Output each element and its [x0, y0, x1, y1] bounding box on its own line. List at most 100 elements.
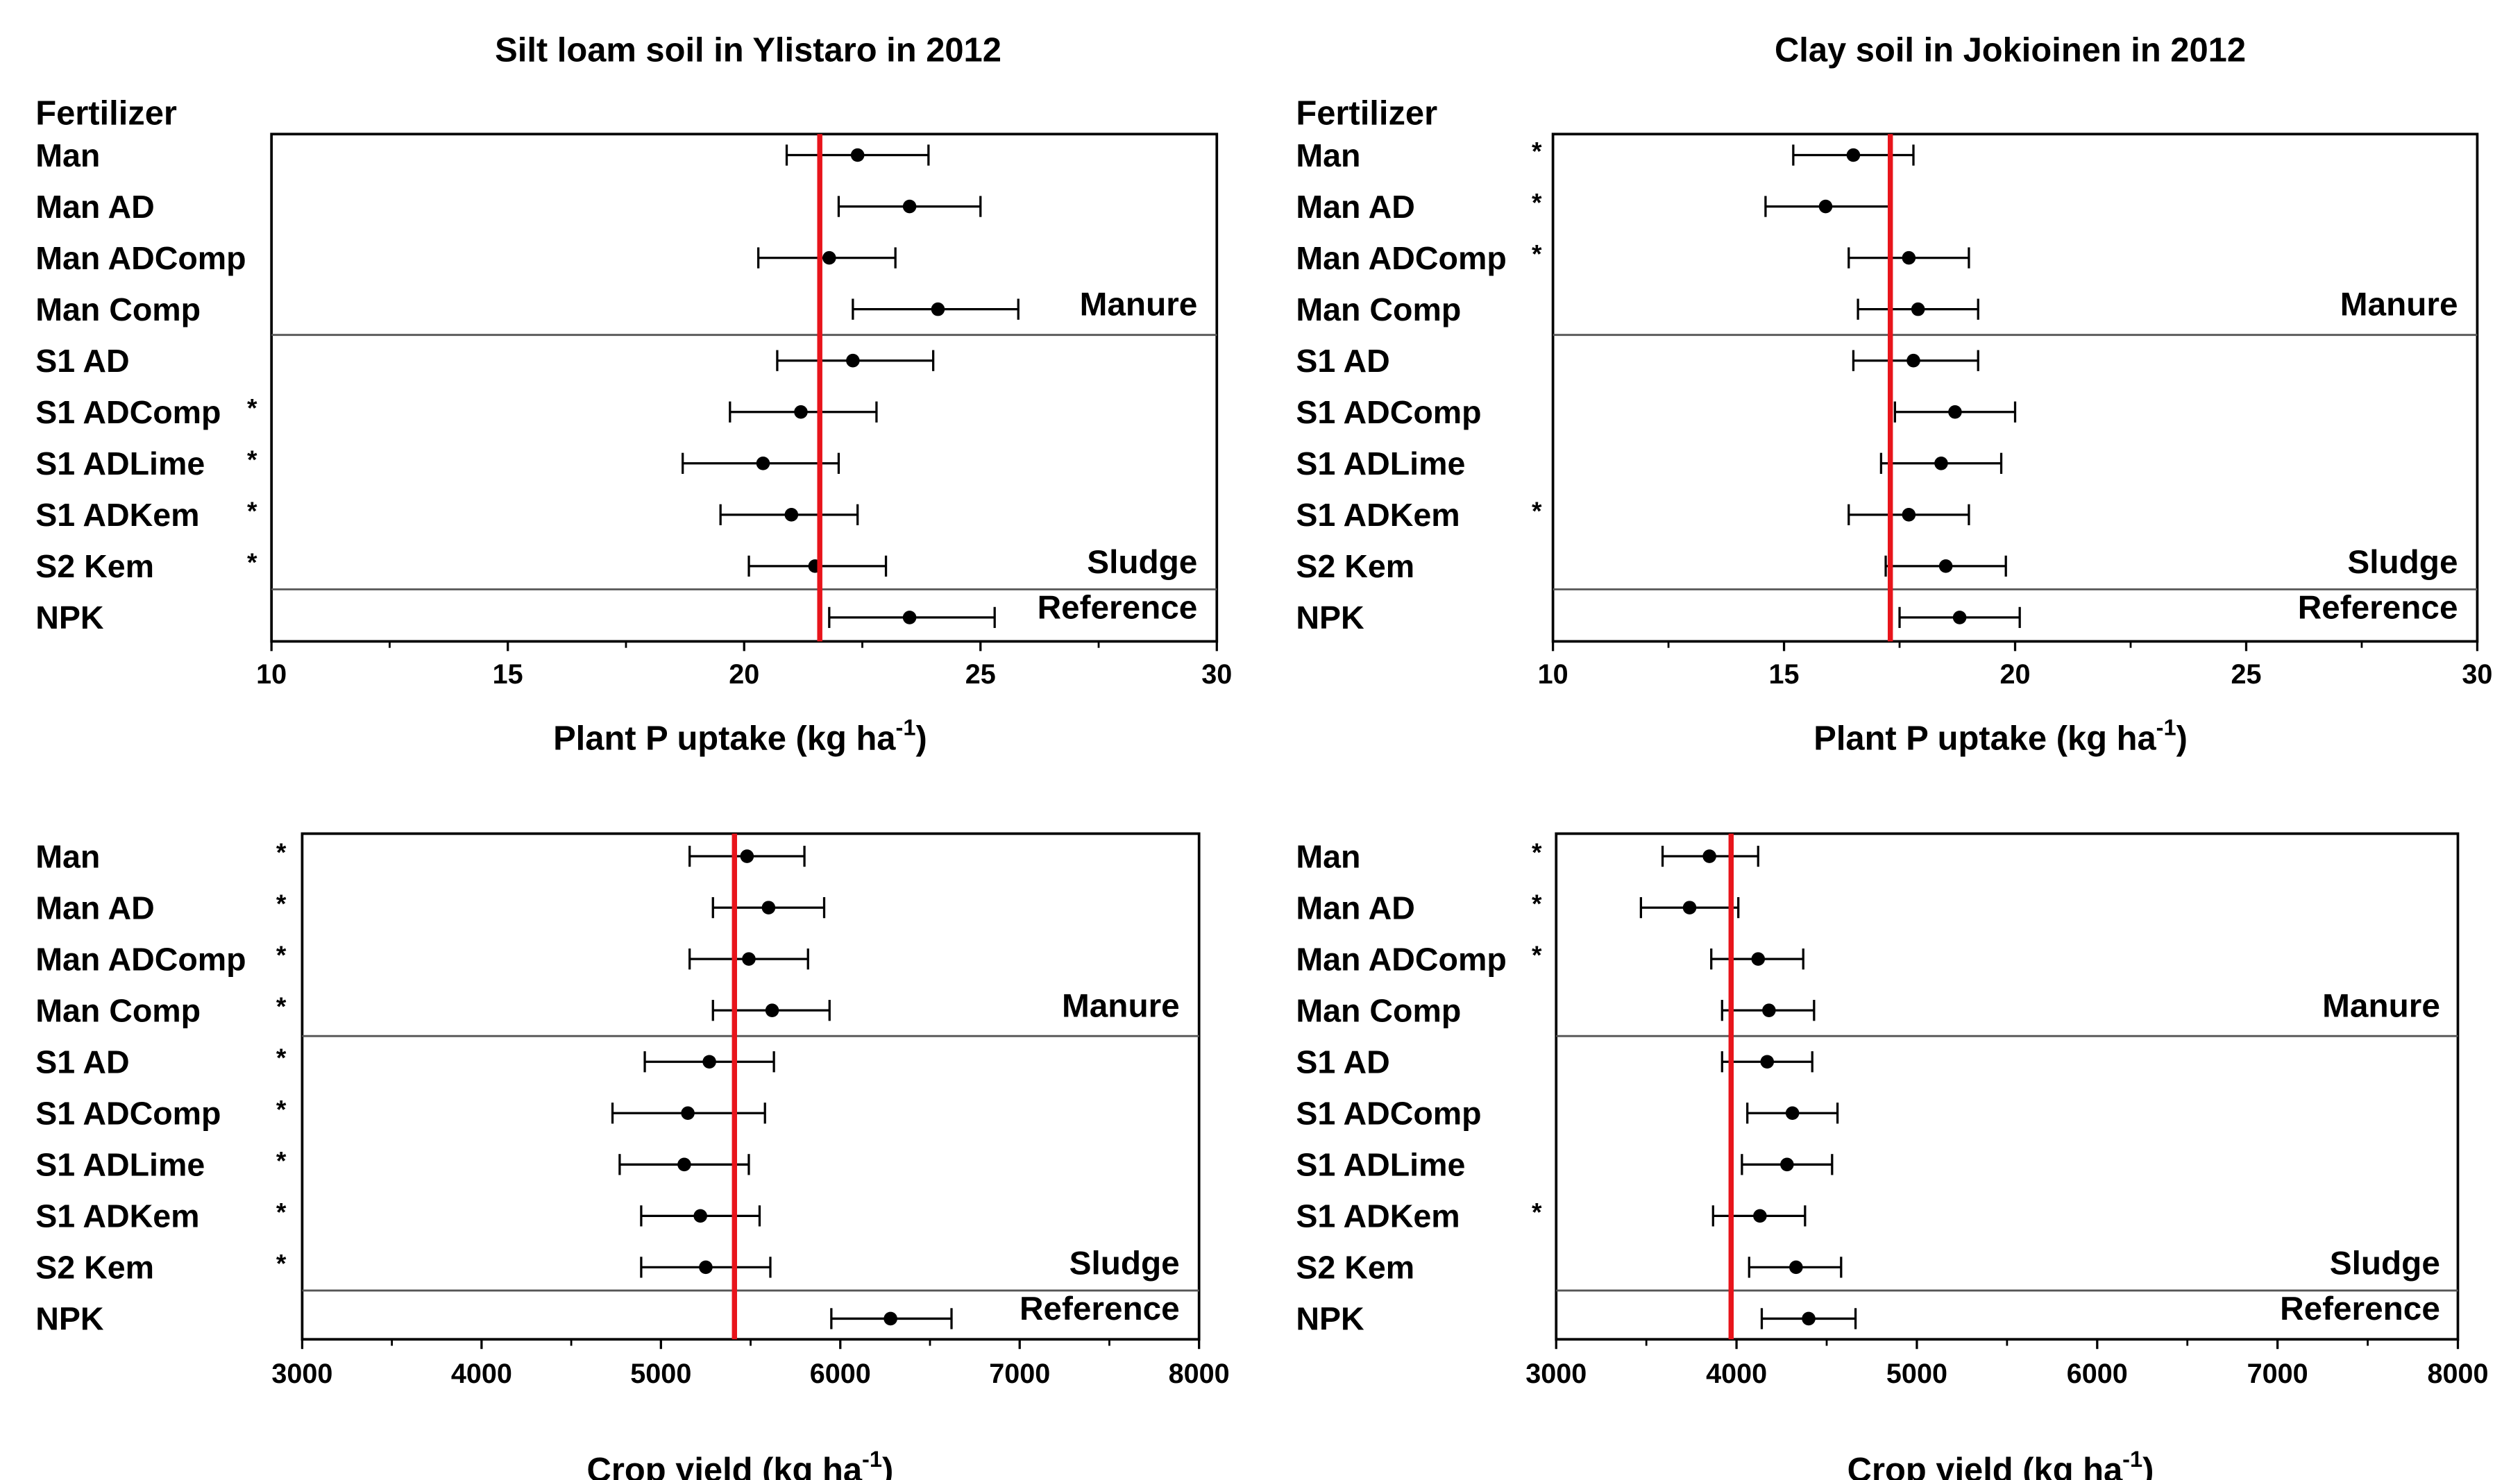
x-tick-label: 15 — [493, 659, 523, 690]
row-label: S1 ADKem — [1296, 497, 1460, 533]
x-tick-label: 6000 — [2067, 1359, 2128, 1389]
plot-frame — [1551, 133, 2479, 643]
column-header: Fertilizer — [1296, 94, 1437, 132]
mean-point — [1938, 559, 1953, 573]
significance-star: * — [1532, 1197, 1542, 1226]
mean-point — [794, 405, 808, 419]
column-header: Fertilizer — [35, 94, 177, 132]
row-label: Man — [1296, 137, 1360, 173]
row-label: S1 ADComp — [1296, 394, 1481, 430]
row-label: Man AD — [35, 890, 155, 926]
mean-point — [1753, 1209, 1767, 1223]
mean-point — [902, 611, 917, 624]
row-label: S1 ADLime — [35, 1147, 205, 1183]
row-label: S1 ADComp — [35, 1096, 221, 1132]
mean-point — [846, 353, 860, 368]
significance-star: * — [276, 1043, 287, 1072]
mean-point — [850, 148, 865, 162]
significance-star: * — [1532, 137, 1542, 166]
row-label: NPK — [35, 1301, 104, 1337]
x-tick-label: 3000 — [271, 1359, 332, 1389]
significance-star: * — [276, 940, 287, 969]
x-tick-label: 30 — [2462, 659, 2492, 690]
row-label: S1 ADKem — [35, 1198, 199, 1234]
x-axis-label: Crop yield (kg ha-1) — [1847, 1446, 2154, 1480]
mean-point — [931, 302, 945, 316]
row-label: Man ADComp — [1296, 941, 1506, 977]
mean-point — [883, 1311, 897, 1326]
mean-point — [1948, 405, 1962, 419]
x-tick-label: 8000 — [1169, 1359, 1230, 1389]
mean-point — [822, 250, 836, 265]
row-label: S1 ADComp — [1296, 1096, 1481, 1132]
row-label: S1 ADComp — [35, 394, 221, 430]
x-tick-label: 25 — [965, 659, 996, 690]
x-tick-label: 15 — [1769, 659, 1800, 690]
significance-star: * — [276, 889, 287, 918]
x-tick-label: 10 — [256, 659, 287, 690]
mean-point — [1906, 353, 1920, 368]
panel-title: Clay soil in Jokioinen in 2012 — [1775, 31, 2246, 69]
x-tick-label: 20 — [1999, 659, 2030, 690]
mean-point — [756, 457, 770, 470]
group-label-sludge: Sludge — [1069, 1245, 1180, 1282]
row-label: Man AD — [35, 189, 155, 225]
row-label: S2 Kem — [35, 548, 154, 584]
mean-point — [1702, 849, 1716, 863]
mean-point — [1911, 302, 1925, 316]
row-label: S2 Kem — [1296, 1250, 1414, 1286]
group-label-reference: Reference — [1038, 589, 1198, 626]
group-label-manure: Manure — [1062, 987, 1180, 1024]
significance-star: * — [247, 393, 257, 423]
significance-star: * — [276, 1197, 287, 1226]
significance-star: * — [1532, 940, 1542, 969]
significance-star: * — [276, 1248, 287, 1277]
row-label: S1 ADLime — [1296, 445, 1465, 482]
panel-2: Clay soil in Jokioinen in 2012 Fertilizer… — [1296, 31, 2492, 757]
row-label: S1 ADLime — [35, 445, 205, 482]
mean-point — [1846, 148, 1861, 162]
significance-star: * — [1532, 239, 1542, 269]
mean-point — [1789, 1260, 1803, 1275]
mean-point — [1751, 952, 1766, 966]
group-label-sludge: Sludge — [2330, 1245, 2440, 1282]
panel-1: Silt loam soil in Ylistaro in 2012 Fertil… — [35, 31, 1232, 757]
row-label: Man AD — [1296, 189, 1415, 225]
row-label: S2 Kem — [1296, 548, 1414, 584]
significance-star: * — [247, 445, 257, 474]
x-tick-label: 7000 — [989, 1359, 1050, 1389]
mean-point — [1952, 611, 1967, 624]
x-tick-label: 20 — [729, 659, 759, 690]
significance-star: * — [276, 837, 287, 867]
group-label-sludge: Sludge — [1087, 544, 1197, 581]
group-label-sludge: Sludge — [2347, 544, 2458, 581]
group-label-reference: Reference — [2298, 589, 2458, 626]
row-label: Man — [35, 838, 100, 874]
significance-star: * — [1532, 837, 1542, 867]
x-axis-label: Crop yield (kg ha-1) — [587, 1446, 894, 1480]
significance-star: * — [1532, 496, 1542, 525]
row-label: Man Comp — [1296, 992, 1461, 1028]
row-label: S1 AD — [35, 1044, 129, 1080]
mean-point — [765, 1003, 779, 1017]
mean-point — [1785, 1106, 1800, 1121]
significance-star: * — [1532, 889, 1542, 918]
x-tick-label: 8000 — [2427, 1359, 2488, 1389]
panel-4: Manure Sludge Reference Man * Man AD * Man ADCo… — [1296, 832, 2489, 1480]
row-label: S1 AD — [1296, 1044, 1389, 1080]
mean-point — [681, 1106, 695, 1121]
significance-star: * — [247, 496, 257, 525]
panel-title: Silt loam soil in Ylistaro in 2012 — [495, 31, 1001, 69]
mean-point — [699, 1260, 713, 1275]
mean-point — [784, 508, 799, 522]
x-tick-label: 25 — [2231, 659, 2261, 690]
row-label: Man Comp — [1296, 291, 1461, 328]
x-tick-label: 5000 — [630, 1359, 691, 1389]
row-label: S1 ADLime — [1296, 1147, 1465, 1183]
x-tick-label: 5000 — [1886, 1359, 1947, 1389]
panel-3: Manure Sludge Reference Man * Man AD * Man ADCo… — [35, 832, 1230, 1480]
x-tick-label: 4000 — [451, 1359, 512, 1389]
plot-frame — [301, 832, 1201, 1341]
group-label-manure: Manure — [1080, 287, 1198, 323]
